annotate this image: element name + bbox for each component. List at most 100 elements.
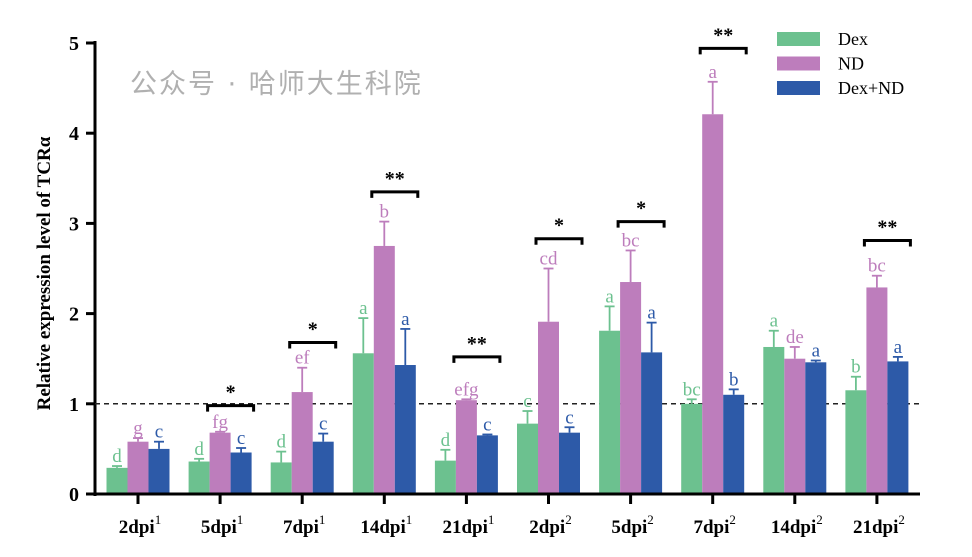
significance-letter: g bbox=[133, 418, 143, 439]
significance-letter: c bbox=[155, 422, 163, 443]
significance-bracket bbox=[206, 404, 256, 412]
significance-letter: c bbox=[565, 407, 573, 428]
x-tick-label: 2dpi1 bbox=[119, 512, 161, 538]
x-tick-label: 7dpi2 bbox=[693, 512, 735, 538]
significance-letter: b bbox=[729, 369, 739, 390]
bar-dex-nd bbox=[559, 432, 580, 494]
significance-letter: b bbox=[380, 202, 390, 223]
legend-label: ND bbox=[838, 54, 864, 74]
significance-letter: de bbox=[786, 327, 804, 348]
bar-nd bbox=[620, 282, 642, 494]
significance-letter: d bbox=[276, 432, 286, 453]
significance-letter: c bbox=[483, 414, 491, 435]
bar-dex bbox=[599, 330, 621, 494]
bar-nd bbox=[373, 245, 395, 494]
significance-letter: fg bbox=[212, 412, 228, 433]
significance-letter: bc bbox=[622, 230, 640, 251]
significance-star: ** bbox=[385, 168, 405, 190]
significance-letter: a bbox=[359, 298, 368, 319]
significance-bracket bbox=[698, 46, 748, 55]
significance-letter: a bbox=[812, 341, 821, 362]
significance-letter: d bbox=[441, 430, 451, 451]
significance-letter: a bbox=[605, 286, 614, 307]
x-tick-label: 5dpi1 bbox=[201, 512, 243, 538]
y-axis-label: Relative expression level of TCRα bbox=[34, 136, 55, 410]
x-tick-label: 21dpi1 bbox=[442, 512, 494, 538]
bar-dex bbox=[270, 462, 292, 494]
significance-star: * bbox=[636, 198, 646, 220]
bar-dex bbox=[106, 467, 128, 494]
bar-dex-nd bbox=[723, 394, 745, 494]
legend-swatch bbox=[777, 56, 820, 71]
bar-nd bbox=[784, 358, 806, 494]
bar-dex-nd bbox=[148, 448, 170, 494]
significance-star: ** bbox=[877, 217, 897, 239]
x-tick-label: 5dpi2 bbox=[611, 512, 653, 538]
significance-star: ** bbox=[713, 24, 733, 46]
bar-dex-nd bbox=[476, 435, 498, 494]
significance-star: * bbox=[308, 318, 318, 340]
significance-letter: cd bbox=[540, 249, 558, 270]
significance-bracket bbox=[370, 190, 420, 198]
watermark: 公众号 · 哈师大生科院 bbox=[130, 69, 423, 100]
significance-letter: a bbox=[894, 337, 903, 358]
x-tick-label: 21dpi2 bbox=[853, 512, 905, 538]
bar-nd bbox=[291, 392, 313, 494]
bar-nd bbox=[127, 441, 149, 494]
significance-letter: b bbox=[851, 357, 861, 378]
bar-dex bbox=[188, 461, 210, 494]
bar-dex bbox=[517, 423, 538, 494]
y-tick-label: 3 bbox=[69, 213, 79, 235]
x-tick-label: 7dpi1 bbox=[283, 512, 325, 538]
legend-swatch bbox=[777, 32, 820, 46]
bar-dex bbox=[352, 353, 374, 494]
legend-label: Dex+ND bbox=[838, 78, 904, 98]
bar-dex-nd bbox=[394, 365, 416, 494]
significance-letter: bc bbox=[868, 256, 886, 277]
bar-dex bbox=[845, 390, 867, 494]
bar-nd bbox=[702, 114, 724, 495]
bar-dex-nd bbox=[312, 441, 334, 494]
bar-nd bbox=[455, 400, 477, 494]
significance-letter: ef bbox=[295, 348, 310, 369]
significance-bracket bbox=[862, 239, 912, 247]
bar-nd bbox=[538, 321, 559, 494]
significance-bracket bbox=[616, 220, 666, 228]
x-tick-label: 14dpi1 bbox=[360, 512, 412, 538]
significance-star: * bbox=[226, 382, 236, 404]
significance-letter: bc bbox=[683, 379, 701, 400]
significance-letter: a bbox=[770, 311, 779, 332]
bar-dex-nd bbox=[805, 362, 827, 494]
legend-label: Dex bbox=[838, 29, 868, 49]
bar-nd bbox=[209, 432, 231, 494]
significance-star: ** bbox=[467, 333, 487, 355]
significance-letter: d bbox=[194, 439, 204, 460]
significance-bracket bbox=[288, 340, 338, 349]
significance-bracket bbox=[534, 237, 584, 245]
significance-letter: c bbox=[523, 391, 531, 412]
significance-bracket bbox=[452, 355, 502, 363]
bar-dex bbox=[434, 460, 456, 494]
significance-letter: a bbox=[708, 62, 717, 83]
y-tick-label: 0 bbox=[69, 484, 79, 506]
legend-swatch bbox=[777, 81, 820, 95]
significance-letter: a bbox=[647, 303, 656, 324]
bar-dex bbox=[681, 403, 703, 494]
bar-dex-nd bbox=[641, 352, 663, 494]
x-tick-label: 2dpi2 bbox=[529, 512, 571, 538]
significance-letter: d bbox=[112, 446, 122, 467]
bar-dex-nd bbox=[887, 361, 909, 494]
significance-letter: a bbox=[401, 309, 410, 330]
y-tick-label: 4 bbox=[69, 123, 79, 145]
y-tick-label: 2 bbox=[69, 304, 79, 326]
x-tick-label: 14dpi2 bbox=[771, 512, 823, 538]
y-tick-label: 1 bbox=[69, 394, 79, 416]
significance-letter: c bbox=[237, 428, 245, 449]
bar-dex-nd bbox=[230, 452, 252, 494]
bar-nd bbox=[866, 287, 888, 494]
y-tick-label: 5 bbox=[69, 33, 79, 55]
significance-letter: c bbox=[319, 414, 327, 435]
significance-letter: efg bbox=[454, 379, 479, 400]
bar-dex bbox=[763, 346, 785, 494]
